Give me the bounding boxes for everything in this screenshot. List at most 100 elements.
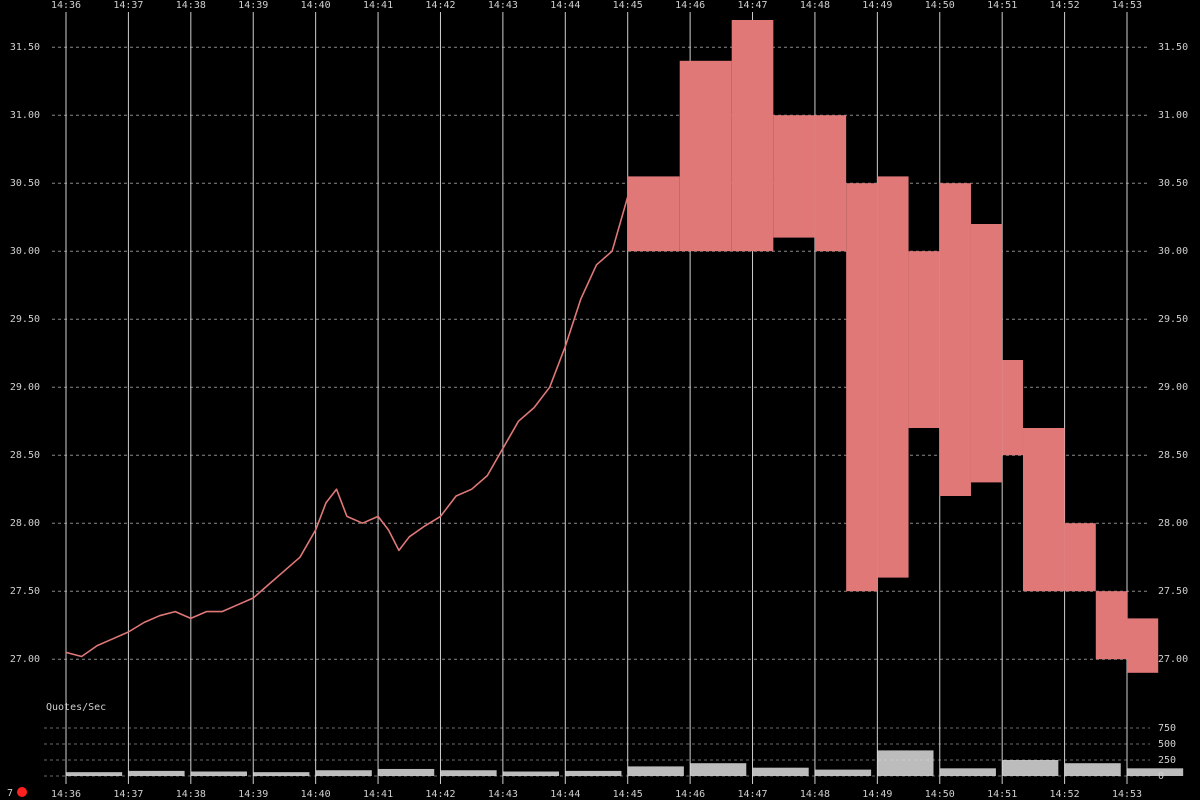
x-tick-label-bottom: 14:41 [363, 789, 393, 800]
quotes-bar [627, 766, 684, 776]
y-tick-label-left: 31.50 [10, 42, 40, 53]
quotes-tick-label: 0 [1158, 771, 1164, 782]
x-tick-label-top: 14:42 [425, 0, 455, 11]
quotes-bar [253, 772, 310, 776]
quotes-panel-title: Quotes/Sec [46, 702, 106, 713]
x-tick-label-bottom: 14:40 [301, 789, 331, 800]
quotes-bar [690, 763, 747, 776]
x-tick-label-bottom: 14:46 [675, 789, 705, 800]
x-tick-label-top: 14:48 [800, 0, 830, 11]
x-tick-label-top: 14:38 [176, 0, 206, 11]
quotes-bar [752, 767, 809, 776]
price-range-band [773, 115, 815, 238]
quotes-bar [1002, 760, 1059, 776]
y-tick-label-right: 30.50 [1158, 178, 1188, 189]
quotes-bar [939, 768, 996, 776]
x-tick-label-bottom: 14:50 [925, 789, 955, 800]
quotes-tick-label: 500 [1158, 739, 1176, 750]
x-tick-label-top: 14:41 [363, 0, 393, 11]
quotes-bar [378, 768, 435, 776]
quotes-bar [66, 772, 123, 776]
price-range-band [877, 176, 909, 578]
y-tick-label-right: 27.50 [1158, 586, 1188, 597]
x-tick-label-bottom: 14:42 [425, 789, 455, 800]
axis-labels: 27.00 27.00 27.50 27.50 28.00 28.00 28.50 28.50… [10, 0, 1188, 800]
price-range-band [1127, 618, 1159, 673]
quotes-bar [877, 750, 934, 776]
quotes-bar [1127, 768, 1184, 776]
x-tick-label-bottom: 14:51 [987, 789, 1017, 800]
x-tick-label-top: 14:37 [113, 0, 143, 11]
y-tick-label-left: 30.50 [10, 178, 40, 189]
x-tick-label-bottom: 14:39 [238, 789, 268, 800]
y-tick-label-left: 31.00 [10, 110, 40, 121]
x-tick-label-bottom: 14:49 [862, 789, 892, 800]
price-range-band [814, 115, 847, 252]
x-tick-label-top: 14:49 [862, 0, 892, 11]
y-tick-label-right: 28.50 [1158, 450, 1188, 461]
x-tick-label-bottom: 14:36 [51, 789, 81, 800]
price-range-band [1002, 360, 1023, 456]
y-tick-label-left: 29.50 [10, 314, 40, 325]
quotes-bar [1064, 763, 1121, 776]
quotes-bar [190, 771, 247, 776]
y-tick-label-right: 29.00 [1158, 382, 1188, 393]
y-tick-label-left: 28.50 [10, 450, 40, 461]
price-range-band [1064, 523, 1096, 592]
price-range-band [970, 224, 1003, 483]
x-tick-label-top: 14:46 [675, 0, 705, 11]
price-range-band [939, 183, 971, 496]
y-tick-label-right: 31.00 [1158, 110, 1188, 121]
x-tick-label-bottom: 14:43 [488, 789, 518, 800]
quotes-bar [502, 771, 560, 776]
y-tick-label-left: 29.00 [10, 382, 40, 393]
price-range-band [846, 183, 878, 592]
y-tick-label-left: 27.00 [10, 654, 40, 665]
y-tick-label-right: 31.50 [1158, 42, 1188, 53]
y-tick-label-right: 29.50 [1158, 314, 1188, 325]
quotes-per-sec-series [66, 750, 1184, 776]
price-range-band [627, 176, 680, 252]
y-tick-label-left: 28.00 [10, 518, 40, 529]
x-tick-label-top: 14:45 [613, 0, 643, 11]
price-range-band [1022, 428, 1065, 592]
price-range-band [1095, 591, 1127, 660]
x-tick-label-top: 14:39 [238, 0, 268, 11]
price-series [65, 20, 1159, 673]
quotes-bar [565, 770, 622, 776]
x-tick-label-top: 14:51 [987, 0, 1017, 11]
price-range-band [908, 251, 940, 428]
x-tick-label-bottom: 14:37 [113, 789, 143, 800]
x-tick-label-top: 14:47 [737, 0, 767, 11]
x-tick-label-bottom: 14:44 [550, 789, 580, 800]
y-tick-label-right: 27.00 [1158, 654, 1188, 665]
quotes-tick-label: 250 [1158, 755, 1176, 766]
x-tick-label-top: 14:53 [1112, 0, 1142, 11]
x-tick-label-top: 14:36 [51, 0, 81, 11]
x-tick-label-bottom: 14:48 [800, 789, 830, 800]
quotes-bar [440, 770, 497, 776]
x-tick-label-bottom: 14:47 [737, 789, 767, 800]
quotes-bar [128, 770, 185, 776]
quotes-tick-label: 750 [1158, 723, 1176, 734]
x-tick-label-top: 14:52 [1050, 0, 1080, 11]
x-tick-label-bottom: 14:52 [1050, 789, 1080, 800]
x-tick-label-top: 14:43 [488, 0, 518, 11]
x-tick-label-bottom: 14:38 [176, 789, 206, 800]
y-tick-label-left: 30.00 [10, 246, 40, 257]
quotes-bar [315, 770, 372, 776]
price-range-band [679, 60, 732, 252]
x-tick-label-bottom: 14:45 [613, 789, 643, 800]
y-tick-label-right: 30.00 [1158, 246, 1188, 257]
quotes-bar [814, 769, 872, 776]
x-tick-label-bottom: 14:53 [1112, 789, 1142, 800]
y-tick-label-right: 28.00 [1158, 518, 1188, 529]
x-tick-label-top: 14:40 [301, 0, 331, 11]
status-indicator-icon [17, 787, 27, 797]
x-tick-label-top: 14:44 [550, 0, 580, 11]
status-count: 7 [7, 788, 13, 799]
price-line [65, 196, 629, 658]
y-tick-label-left: 27.50 [10, 586, 40, 597]
price-range-band [731, 20, 774, 252]
